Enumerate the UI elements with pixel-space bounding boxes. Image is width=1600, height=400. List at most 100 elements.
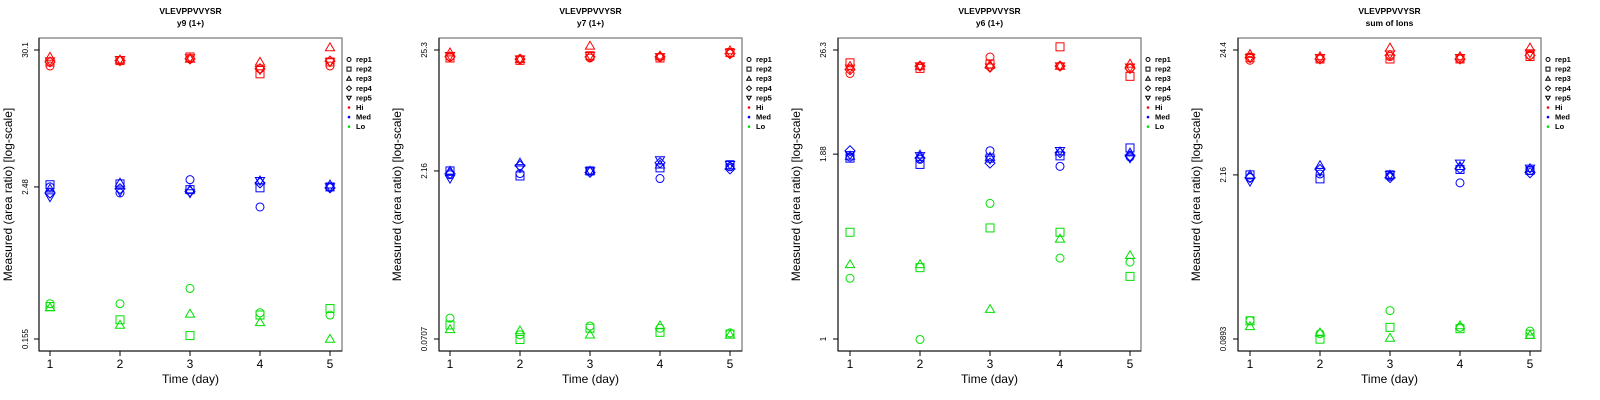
data-point-hi-rep5 — [44, 57, 56, 67]
data-point-lo-rep3 — [1524, 329, 1536, 339]
data-point-hi-rep5 — [444, 52, 456, 62]
data-point-med-rep5 — [44, 193, 56, 203]
x-tick-label: 5 — [1527, 357, 1534, 371]
legend-marker-rep3 — [1144, 75, 1152, 81]
data-point-lo-rep3 — [654, 319, 666, 330]
data-point-lo-rep1 — [1385, 306, 1395, 316]
data-point-med-rep4 — [44, 187, 56, 199]
legend-dot-med — [1146, 115, 1150, 119]
legend-marker-rep2 — [1145, 66, 1151, 72]
data-point-lo-rep1 — [985, 198, 995, 208]
legend-label-hi: Hi — [756, 103, 764, 112]
data-point-med-rep5 — [444, 174, 456, 185]
data-point-hi-rep5 — [844, 64, 856, 74]
data-point-hi-rep2 — [845, 58, 855, 68]
x-tick-label: 2 — [917, 357, 924, 371]
data-point-med-rep5 — [1054, 147, 1066, 157]
data-point-lo-rep3 — [1314, 327, 1326, 337]
data-point-hi-rep3 — [1124, 58, 1136, 68]
legend-dot-med — [747, 115, 751, 119]
data-point-med-rep5 — [1454, 159, 1466, 169]
y-tick-label: 26.3 — [819, 42, 828, 58]
legend-label-rep1: rep1 — [1155, 55, 1171, 64]
x-tick-label: 4 — [657, 357, 664, 371]
legend-marker-rep1 — [746, 57, 752, 62]
data-point-med-rep4 — [1454, 162, 1466, 175]
data-point-lo-rep2 — [845, 227, 855, 237]
data-point-lo-rep2 — [445, 320, 455, 330]
legend-label-lo: Lo — [756, 122, 766, 131]
data-point-med-rep5 — [584, 167, 596, 177]
y-tick-label: 1.88 — [819, 146, 828, 162]
data-point-hi-rep3 — [584, 40, 596, 50]
legend-marker-rep3 — [745, 75, 753, 81]
data-point-med-rep3 — [114, 177, 126, 187]
legend-label-rep1: rep1 — [1555, 55, 1571, 64]
data-point-med-rep5 — [654, 156, 666, 166]
legend-label-rep2: rep2 — [1155, 65, 1171, 74]
data-point-hi-rep5 — [1314, 54, 1326, 64]
data-point-hi-rep5 — [324, 58, 336, 68]
legend-dot-hi — [1146, 106, 1150, 109]
data-point-hi-rep5 — [724, 48, 736, 59]
legend-label-hi: Hi — [356, 103, 364, 112]
chart-title: VLEVPPVVYSR — [559, 6, 621, 16]
legend-label-rep5: rep5 — [1555, 93, 1571, 102]
legend-label-rep4: rep4 — [756, 84, 773, 93]
legend-label-rep5: rep5 — [356, 93, 372, 102]
y-tick-label: 2.16 — [420, 163, 429, 179]
legend-label-lo: Lo — [356, 122, 366, 131]
legend-label-hi: Hi — [1155, 103, 1163, 112]
data-point-hi-rep2 — [1385, 54, 1395, 64]
data-point-hi-rep3 — [324, 41, 336, 52]
data-point-med-rep1 — [255, 202, 265, 212]
legend-label-med: Med — [356, 113, 371, 122]
data-point-med-rep3 — [514, 157, 526, 167]
legend-marker-rep1 — [1145, 57, 1151, 62]
data-point-hi-rep5 — [254, 66, 266, 76]
data-point-lo-rep3 — [184, 308, 196, 318]
legend-marker-rep2 — [746, 66, 752, 72]
data-point-med-rep1 — [1055, 161, 1065, 171]
data-point-med-rep4 — [1124, 150, 1136, 162]
legend-dot-lo — [1146, 125, 1150, 128]
chart-subtitle: y6 (1+) — [976, 18, 1003, 28]
data-point-hi-rep5 — [1524, 49, 1536, 59]
data-point-med-rep1 — [985, 146, 995, 156]
data-point-med-rep2 — [45, 180, 55, 190]
plot-frame — [438, 37, 743, 352]
data-point-lo-rep1 — [1315, 329, 1325, 339]
legend-marker-rep2 — [346, 66, 352, 72]
data-point-lo-rep1 — [115, 299, 125, 309]
data-point-med-rep4 — [114, 183, 126, 195]
legend-marker-rep3 — [1544, 75, 1552, 81]
legend-label-rep3: rep3 — [756, 74, 772, 83]
legend-label-rep3: rep3 — [1555, 74, 1571, 83]
data-point-med-rep4 — [654, 157, 666, 169]
data-point-med-rep4 — [1384, 171, 1396, 184]
y-axis-label: Measured (area ratio) [log-scale] — [1, 108, 15, 281]
data-point-hi-rep3 — [254, 56, 266, 66]
legend-label-med: Med — [1555, 113, 1570, 122]
data-point-med-rep5 — [984, 155, 996, 165]
data-point-hi-rep5 — [584, 52, 596, 62]
legend-marker-rep5 — [1144, 95, 1152, 102]
y-tick-label: 0.0893 — [1219, 326, 1228, 351]
data-point-hi-rep5 — [984, 63, 996, 73]
data-point-med-rep5 — [114, 187, 126, 198]
panel-4: VLEVPPVVYSR sum of Ions 24.4 2.16 0.0893 1 2 3 4… — [1189, 6, 1572, 386]
data-point-lo-rep2 — [325, 304, 335, 314]
data-point-med-rep2 — [1055, 151, 1065, 161]
data-point-hi-rep5 — [654, 53, 666, 63]
plot-frame — [1237, 37, 1542, 352]
data-point-lo-rep2 — [1125, 271, 1135, 281]
x-axis-label: Time (day) — [961, 372, 1018, 386]
legend-marker-rep3 — [345, 75, 353, 81]
data-point-hi-rep3 — [514, 53, 526, 63]
y-tick-label: 0.155 — [21, 328, 30, 349]
data-point-lo-rep3 — [114, 319, 126, 329]
y-tick-label: 0.0707 — [420, 326, 429, 351]
data-point-med-rep1 — [1315, 169, 1325, 179]
data-point-med-rep5 — [724, 161, 736, 171]
